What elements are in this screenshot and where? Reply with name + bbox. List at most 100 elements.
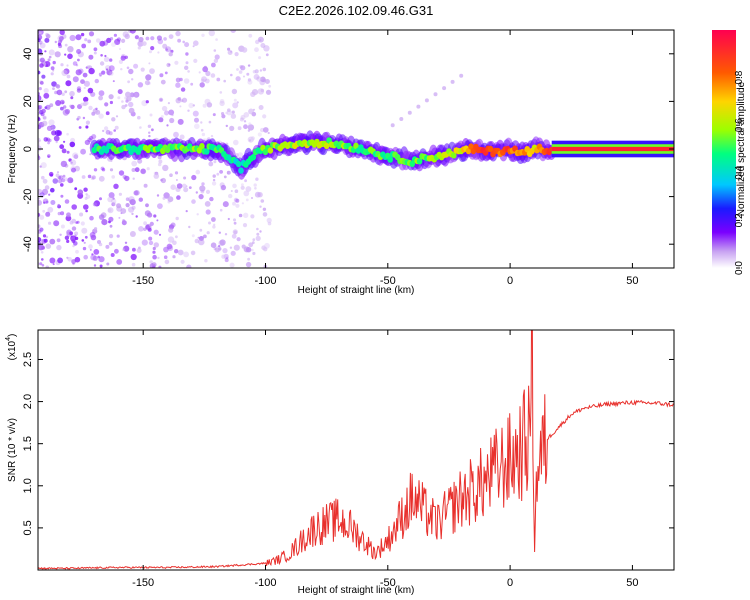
spectrogram-cloud-dot bbox=[98, 113, 104, 119]
spectrogram-cloud-dot bbox=[250, 136, 255, 141]
spectrogram-cloud-dot bbox=[151, 128, 154, 132]
spectrogram-cloud-dot bbox=[41, 264, 45, 267]
spectrogram-cloud-dot bbox=[98, 242, 103, 247]
spectrogram-cloud-dot bbox=[129, 231, 136, 237]
spectrogram-cloud-dot bbox=[74, 236, 79, 241]
spectrogram-cloud-dot bbox=[212, 174, 216, 178]
spectrogram-cloud-dot bbox=[153, 229, 159, 235]
spectrogram-cloud-dot bbox=[55, 173, 60, 178]
spectrogram-x-label: Height of straight line (km) bbox=[298, 285, 415, 296]
spectrogram-cloud-dot bbox=[192, 110, 199, 117]
spectrogram-cloud-dot bbox=[38, 94, 42, 102]
spectrogram-cloud-dot bbox=[99, 61, 105, 66]
spectrogram-cloud-dot bbox=[113, 129, 116, 132]
spectrogram-cloud-dot bbox=[48, 138, 52, 143]
spectrogram-cloud-dot bbox=[201, 132, 206, 137]
spectrogram-cloud-dot bbox=[104, 54, 107, 58]
spectrogram-cloud-dot bbox=[59, 30, 65, 35]
spectrogram-cloud-dot bbox=[134, 35, 139, 40]
spectrogram-cloud-dot bbox=[86, 65, 91, 70]
spectrogram-cloud-dot bbox=[108, 65, 115, 72]
spectrogram-cloud-dot bbox=[158, 233, 162, 236]
spectrogram-cloud-dot bbox=[38, 38, 41, 42]
spectrogram-cloud-dot bbox=[52, 60, 56, 65]
spectrogram-cloud-dot bbox=[42, 178, 48, 184]
spectrogram-cloud-dot bbox=[77, 189, 84, 195]
spectrogram-cloud-dot bbox=[263, 127, 269, 133]
spectrogram-cloud-dot bbox=[75, 221, 78, 224]
spectrogram-cloud-dot bbox=[133, 190, 139, 196]
spectrogram-cloud-dot bbox=[198, 71, 201, 74]
spectrogram-cloud-dot bbox=[83, 86, 86, 90]
colorbar-tick-label: 0.4 bbox=[734, 165, 745, 179]
spectrogram-cloud-dot bbox=[39, 192, 45, 198]
spectrogram-cloud-dot bbox=[204, 259, 208, 263]
spectrogram-cloud-dot bbox=[98, 72, 103, 77]
spectrogram-cloud-dot bbox=[245, 198, 249, 202]
spectrogram-cloud-dot bbox=[84, 101, 89, 106]
spectrogram-cloud-dot bbox=[211, 181, 217, 186]
spectrogram-cloud-dot bbox=[83, 204, 89, 210]
spectrogram-cloud-dot bbox=[245, 261, 252, 268]
spectrogram-cloud-dot bbox=[229, 246, 233, 249]
spectrogram-cloud-dot bbox=[61, 69, 68, 77]
spectrogram-cloud-dot bbox=[232, 102, 239, 109]
spectrogram-cloud-dot bbox=[64, 177, 68, 181]
spectrogram-cloud-dot bbox=[128, 196, 135, 203]
spectrogram-cloud-dot bbox=[64, 235, 70, 240]
spectrogram-cloud-dot bbox=[255, 235, 261, 241]
spectrogram-cloud-dot bbox=[38, 244, 44, 251]
spectrogram-cloud-dot bbox=[52, 178, 59, 184]
snr-y-tick-label: 1.5 bbox=[22, 436, 34, 451]
spectrogram-cloud-dot bbox=[235, 76, 241, 82]
spectrogram-cloud-dot bbox=[133, 63, 139, 69]
spectrogram-cloud-dot bbox=[162, 43, 168, 49]
spectrogram-cloud-dot bbox=[63, 140, 66, 143]
spectrogram-cloud-dot bbox=[264, 79, 270, 84]
spectrogram-cloud-dot bbox=[265, 53, 269, 57]
spectrogram-cloud-dot bbox=[188, 225, 191, 229]
spectrogram-cloud-dot bbox=[138, 36, 144, 43]
spectrogram-cloud-dot bbox=[54, 129, 62, 137]
snr-x-label: Height of straight line (km) bbox=[298, 585, 415, 596]
spectrogram-cloud-dot bbox=[192, 45, 195, 48]
spectrogram-cloud-dot bbox=[45, 104, 51, 110]
spectrogram-cloud-dot bbox=[168, 52, 173, 57]
spectrogram-cloud-dot bbox=[74, 231, 79, 236]
spectrogram-cloud-dot bbox=[108, 216, 114, 222]
spectrogram-cloud-dot bbox=[92, 202, 97, 207]
spectrogram-cloud-dot bbox=[225, 124, 228, 128]
spectrogram-cloud-dot bbox=[58, 179, 62, 184]
spectrogram-cloud-dot bbox=[128, 68, 134, 75]
spectrogram-cloud-dot bbox=[229, 125, 235, 131]
spectrogram-cloud-dot bbox=[39, 262, 43, 266]
spectrogram-cloud-dot bbox=[60, 63, 64, 67]
spectrogram-cloud-dot bbox=[230, 250, 236, 256]
spectrogram-cloud-dot bbox=[57, 203, 60, 207]
spectrogram-cloud-dot bbox=[143, 221, 148, 226]
spectrogram-cloud-dot bbox=[229, 262, 235, 268]
spectrogram-cloud-dot bbox=[128, 101, 134, 108]
spectrogram-ridge-core bbox=[204, 148, 210, 155]
spectrogram-cloud-dot bbox=[241, 202, 244, 205]
spectrogram-cloud-dot bbox=[156, 219, 159, 222]
spectrogram-cloud-dot bbox=[50, 200, 56, 205]
spectrogram-cloud-dot bbox=[233, 230, 238, 235]
spectrogram-cloud-dot bbox=[121, 38, 126, 44]
spectrogram-cloud-dot bbox=[167, 200, 171, 204]
spectrogram-cloud-dot bbox=[158, 97, 164, 103]
spectrogram-cloud-dot bbox=[248, 33, 253, 38]
spectrogram-cloud-dot bbox=[168, 34, 174, 39]
spectrogram-x-tick-label: 50 bbox=[626, 275, 638, 287]
spectrogram-cloud-dot bbox=[66, 256, 69, 259]
spectrogram-cloud-dot bbox=[169, 173, 173, 177]
spectrogram-cloud-dot bbox=[160, 79, 166, 85]
spectrogram-cloud-dot bbox=[38, 242, 44, 248]
spectrogram-cloud-dot bbox=[101, 70, 106, 75]
spectrogram-cloud-dot bbox=[221, 112, 225, 116]
spectrogram-cloud-dot bbox=[64, 53, 67, 56]
spectrogram-cloud-dot bbox=[247, 129, 251, 132]
spectrogram-cloud-dot bbox=[216, 172, 220, 176]
spectrogram-ridge-core bbox=[125, 143, 132, 151]
spectrogram-cloud-dot bbox=[59, 36, 64, 41]
